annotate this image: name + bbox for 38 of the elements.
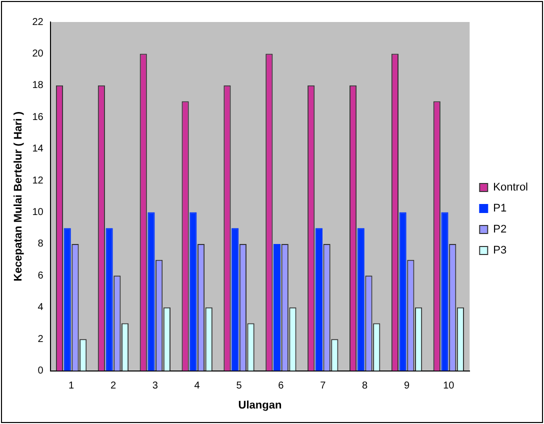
x-tick-label: 6 [278,380,284,392]
x-tick-label: 10 [443,380,455,392]
bar [273,244,281,371]
x-tick-label: 1 [68,380,75,392]
bar [441,212,448,371]
y-tick-label: 8 [38,238,44,250]
y-tick-label: 6 [38,270,44,282]
y-tick-label: 22 [32,16,44,28]
y-tick-label: 0 [38,366,44,377]
y-tick-label: 16 [32,112,44,123]
bar [357,228,364,371]
legend-label: P2 [493,224,507,236]
y-axis-title: Kecepatan Mulai Bertelur ( Hari ) [12,111,25,282]
bar [148,212,155,371]
y-tick-label: 20 [32,48,44,60]
y-tick-label: 18 [32,80,44,92]
x-axis-title: Ulangan [238,399,282,412]
y-tick-label: 12 [32,175,44,186]
bar [232,228,239,371]
legend-label: P3 [493,244,507,257]
bar [106,228,113,371]
x-tick-label: 3 [152,380,158,392]
y-tick-label: 4 [38,302,44,314]
x-tick-label: 5 [236,380,242,392]
x-tick-label: 2 [110,380,116,392]
bar [399,212,406,371]
legend-label: Kontrol [493,182,528,194]
x-tick-label: 9 [404,380,410,392]
x-tick-label: 8 [362,380,368,392]
legend-label: P1 [493,202,507,215]
bar [315,228,322,371]
x-tick-label: 7 [320,380,326,392]
y-tick-label: 2 [38,334,44,345]
bar [190,212,197,371]
y-tick-label: 14 [32,144,44,155]
y-tick-label: 10 [32,207,44,218]
x-tick-label: 4 [194,380,200,392]
bar [64,228,71,371]
